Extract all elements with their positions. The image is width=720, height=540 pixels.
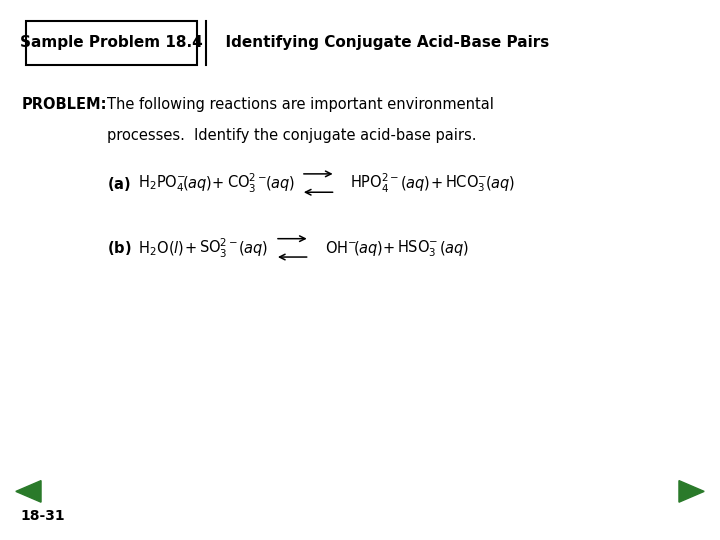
Text: $\mathit{(l)}$: $\mathit{(l)}$ <box>168 239 184 258</box>
Polygon shape <box>16 481 41 502</box>
Text: $\mathit{(aq)}$: $\mathit{(aq)}$ <box>182 174 212 193</box>
Text: $+$: $+$ <box>382 241 395 256</box>
Text: $\bf{(a)}$: $\bf{(a)}$ <box>107 174 130 193</box>
Text: $\mathregular{HSO_3^{-}}$: $\mathregular{HSO_3^{-}}$ <box>397 238 439 259</box>
Text: Sample Problem 18.4: Sample Problem 18.4 <box>20 35 203 50</box>
Text: $\mathit{(aq)}$: $\mathit{(aq)}$ <box>400 174 431 193</box>
Text: $\mathregular{SO_3^{2-}}$: $\mathregular{SO_3^{2-}}$ <box>199 237 238 260</box>
Text: $\mathit{(aq)}$: $\mathit{(aq)}$ <box>485 174 515 193</box>
Text: $\mathregular{CO_3^{2-}}$: $\mathregular{CO_3^{2-}}$ <box>227 172 266 195</box>
Text: PROBLEM:: PROBLEM: <box>22 97 107 112</box>
Text: $\mathregular{OH^{-}}$: $\mathregular{OH^{-}}$ <box>325 240 358 256</box>
Text: processes.  Identify the conjugate acid-base pairs.: processes. Identify the conjugate acid-b… <box>107 128 476 143</box>
Text: $+$: $+$ <box>184 241 197 256</box>
Text: $\mathregular{H_2PO_4^{-}}$: $\mathregular{H_2PO_4^{-}}$ <box>138 173 186 194</box>
Text: $\bf{(b)}$: $\bf{(b)}$ <box>107 239 131 258</box>
Text: $\mathit{(aq)}$: $\mathit{(aq)}$ <box>265 174 295 193</box>
Text: $\mathit{(aq)}$: $\mathit{(aq)}$ <box>238 239 268 258</box>
Text: 18-31: 18-31 <box>20 509 65 523</box>
Text: $+$: $+$ <box>430 176 443 191</box>
Text: $\mathit{(aq)}$: $\mathit{(aq)}$ <box>353 239 383 258</box>
Text: $\mathregular{HPO_4^{2-}}$: $\mathregular{HPO_4^{2-}}$ <box>350 172 400 195</box>
Text: Identifying Conjugate Acid-Base Pairs: Identifying Conjugate Acid-Base Pairs <box>215 35 549 50</box>
Text: $+$: $+$ <box>211 176 224 191</box>
Text: The following reactions are important environmental: The following reactions are important en… <box>107 97 493 112</box>
Text: $\mathit{(aq)}$: $\mathit{(aq)}$ <box>439 239 469 258</box>
Polygon shape <box>679 481 704 502</box>
Text: $\mathregular{HCO_3^{-}}$: $\mathregular{HCO_3^{-}}$ <box>445 173 487 194</box>
Text: $\mathregular{H_2O}$: $\mathregular{H_2O}$ <box>138 239 169 258</box>
